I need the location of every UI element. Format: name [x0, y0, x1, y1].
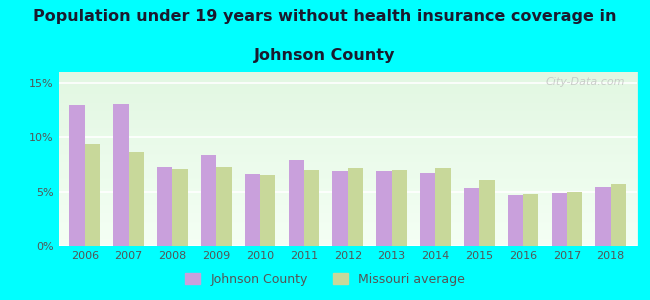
Bar — [376, 171, 391, 246]
Bar — [595, 187, 611, 246]
Bar — [436, 168, 450, 246]
Bar — [508, 195, 523, 246]
Bar — [245, 174, 260, 246]
Bar — [289, 160, 304, 246]
Text: Johnson County: Johnson County — [254, 48, 396, 63]
Bar — [201, 154, 216, 246]
Bar — [84, 144, 100, 246]
Text: City-Data.com: City-Data.com — [546, 77, 625, 87]
Text: Population under 19 years without health insurance coverage in: Population under 19 years without health… — [33, 9, 617, 24]
Bar — [70, 105, 84, 246]
Bar — [420, 173, 436, 246]
Bar — [479, 180, 495, 246]
Bar — [464, 188, 479, 246]
Bar — [523, 194, 538, 246]
Bar — [391, 170, 407, 246]
Bar — [552, 193, 567, 246]
Bar — [304, 170, 319, 246]
Bar — [157, 167, 172, 246]
Bar — [216, 167, 231, 246]
Bar — [260, 175, 276, 246]
Legend: Johnson County, Missouri average: Johnson County, Missouri average — [181, 268, 469, 291]
Bar — [113, 103, 129, 246]
Bar — [348, 168, 363, 246]
Bar — [567, 192, 582, 246]
Bar — [172, 169, 188, 246]
Bar — [129, 152, 144, 246]
Bar — [332, 171, 348, 246]
Bar — [611, 184, 626, 246]
